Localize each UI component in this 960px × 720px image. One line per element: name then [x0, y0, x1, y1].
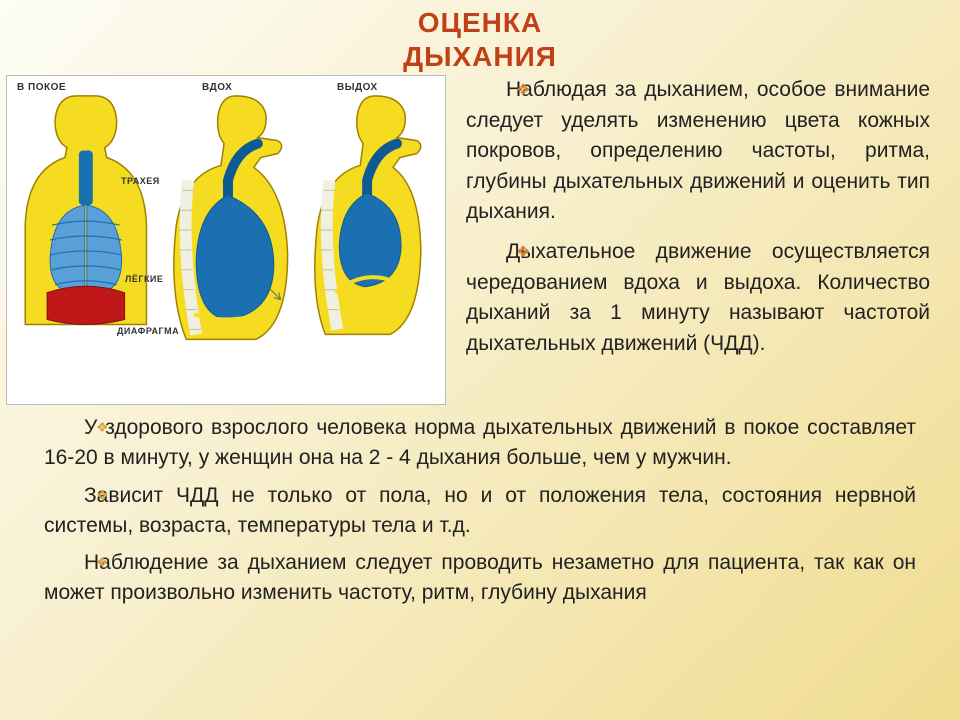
label-rest: В ПОКОЕ: [17, 82, 66, 93]
paragraph-lower-2: ❖ Зависит ЧДД не только от пола, но и от…: [44, 481, 916, 541]
diamond-bullet-icon: ❖: [56, 418, 109, 438]
breathing-illustration: В ПОКОЕ ВДОХ ВЫДОХ ТРАХЕЯ ЛЁГКИЕ ДИАФРАГ…: [6, 75, 446, 405]
diamond-bullet-icon: ❖: [56, 553, 109, 573]
paragraph-lower-3: ❖ Наблюдение за дыханием следует проводи…: [44, 548, 916, 608]
upper-section: В ПОКОЕ ВДОХ ВЫДОХ ТРАХЕЯ ЛЁГКИЕ ДИАФРАГ…: [0, 75, 960, 405]
paragraph-text: У здорового взрослого человека норма дых…: [44, 416, 916, 469]
lower-paragraphs: ❖ У здорового взрослого человека норма д…: [0, 405, 960, 608]
diamond-bullet-icon: ❖: [476, 79, 530, 102]
title-line2: ДЫХАНИЯ: [403, 41, 557, 72]
upper-paragraphs: ❖ Наблюдая за дыханием, особое внимание …: [466, 75, 930, 369]
paragraph-text: Наблюдение за дыханием следует проводить…: [44, 551, 916, 604]
label-diaphragm: ДИАФРАГМА: [117, 326, 179, 336]
paragraph-upper-1: ❖ Наблюдая за дыханием, особое внимание …: [466, 75, 930, 227]
diamond-bullet-icon: ❖: [476, 241, 530, 264]
paragraph-lower-1: ❖ У здорового взрослого человека норма д…: [44, 413, 916, 473]
label-lungs: ЛЁГКИЕ: [125, 274, 163, 284]
title-line1: ОЦЕНКА: [418, 7, 542, 38]
label-trachea: ТРАХЕЯ: [121, 176, 160, 186]
label-inhale: ВДОХ: [202, 82, 232, 93]
paragraph-text: Дыхательное движение осуществляется чере…: [466, 240, 930, 354]
label-exhale: ВЫДОХ: [337, 82, 378, 93]
diamond-bullet-icon: ❖: [56, 486, 109, 506]
paragraph-text: Зависит ЧДД не только от пола, но и от п…: [44, 484, 916, 537]
paragraph-text: Наблюдая за дыханием, особое внимание сл…: [466, 78, 930, 223]
paragraph-upper-2: ❖ Дыхательное движение осуществляется че…: [466, 237, 930, 359]
page-title: ОЦЕНКА ДЫХАНИЯ: [0, 0, 960, 75]
